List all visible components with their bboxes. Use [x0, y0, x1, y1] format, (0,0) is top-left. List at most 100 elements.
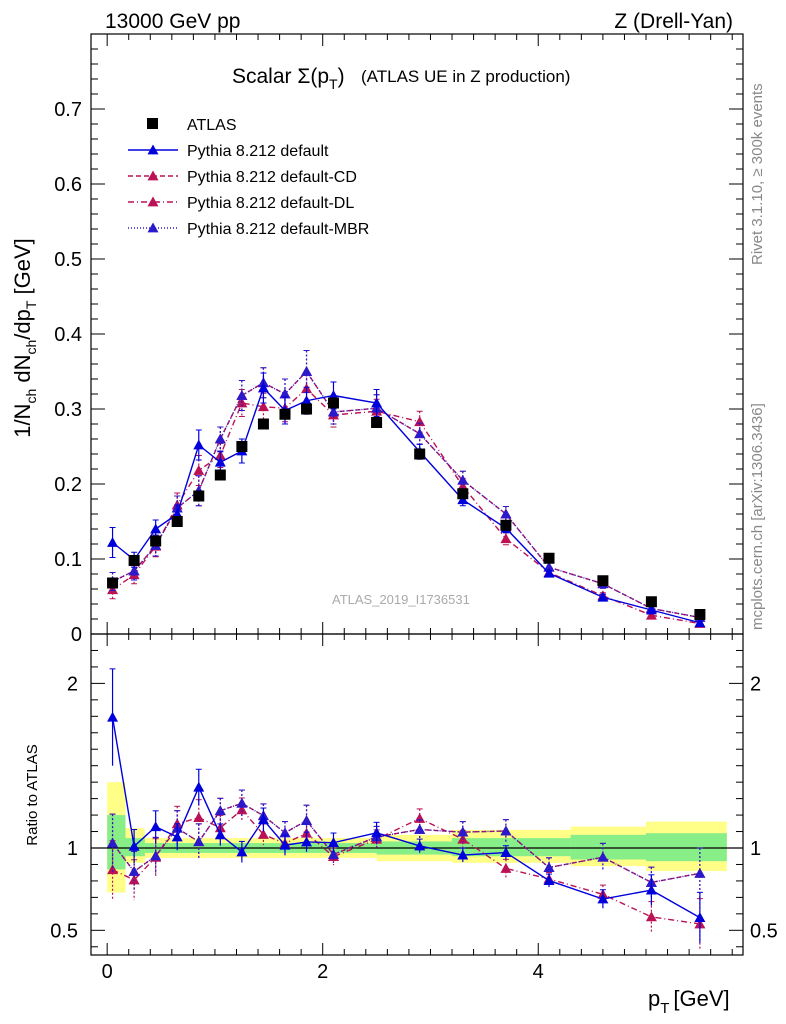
ratio-marker — [128, 840, 140, 851]
series-marker — [500, 533, 512, 544]
ratio-marker — [193, 836, 205, 847]
series-marker — [457, 480, 469, 491]
ratio-marker — [645, 884, 657, 895]
ratio-marker — [327, 848, 339, 859]
atlas-point — [257, 418, 269, 430]
series-marker — [193, 465, 205, 475]
mcplots-label: mcplots.cern.ch [arXiv:1306.3436] — [749, 403, 766, 630]
ratio-marker — [107, 864, 119, 875]
legend-label: Pythia 8.212 default-CD — [187, 169, 357, 186]
atlas-point — [694, 609, 706, 620]
legend-label: Pythia 8.212 default-DL — [187, 195, 354, 212]
x-tick-label: 4 — [533, 961, 544, 983]
ratio-marker — [414, 823, 426, 834]
series-marker — [645, 604, 657, 615]
rivet-label: Rivet 3.1.10, ≥ 300k events — [749, 83, 766, 265]
series-group — [107, 350, 706, 950]
ratio-marker — [371, 827, 383, 838]
ratio-marker — [414, 813, 426, 823]
plot-title-sub: T — [329, 76, 338, 92]
atlas-point — [597, 575, 609, 587]
plot-title: Scalar Σ(pT) — [232, 65, 345, 92]
ratio-marker — [236, 846, 248, 857]
ratio-marker — [597, 851, 609, 862]
legend: ATLAS Pythia 8.212 default Pythia 8.212 de… — [128, 117, 369, 238]
series-marker — [214, 433, 226, 444]
ratio-marker — [150, 821, 162, 832]
ratio-marker — [214, 829, 226, 840]
atlas-point — [150, 535, 162, 547]
header-left: 13000 GeV pp — [105, 10, 240, 33]
analysis-watermark: ATLAS_2019_I1736531 — [332, 592, 470, 607]
ratio-marker — [128, 866, 140, 876]
ratio-marker — [193, 812, 205, 822]
ratio-axis-label: Ratio to ATLAS — [24, 744, 41, 845]
ratio-marker — [257, 828, 269, 839]
ratio-marker — [327, 837, 339, 848]
y-axis-label: 1/Nch dNch/dpT [GeV] — [10, 238, 39, 438]
atlas-point — [500, 519, 512, 531]
ratio-marker — [500, 847, 512, 857]
plot-title-extra: (ATLAS UE in Z production) — [361, 67, 570, 86]
y-tick-label: 0.1 — [54, 549, 82, 571]
x-tick-label: 2 — [317, 961, 328, 983]
y-tick-label: 0.5 — [54, 249, 82, 271]
ratio-marker — [214, 805, 226, 816]
x-axis-label: pT [GeV] — [648, 986, 730, 1017]
atlas-point — [543, 552, 555, 564]
axis-ticks: 0 2 4 0 0.1 0.2 0.3 0.4 0.5 0.6 0.7 0.5 0.5 1 1 2 2 — [50, 33, 778, 983]
ratio-tick-label: 0.5 — [50, 920, 78, 942]
ratio-marker — [107, 837, 119, 848]
series-marker — [171, 508, 183, 519]
atlas-point — [457, 488, 469, 500]
ratio-marker — [500, 862, 512, 873]
y-tick-label: 0 — [71, 624, 82, 646]
y-tick-label: 0.2 — [54, 474, 82, 496]
series-marker — [107, 537, 119, 547]
series-marker — [327, 390, 339, 400]
legend-marker — [147, 144, 159, 155]
ratio-marker — [457, 849, 469, 860]
ratio-marker — [500, 825, 512, 836]
y-tick-label: 0.3 — [54, 399, 82, 421]
series-marker — [150, 523, 162, 534]
band-green-4 — [452, 838, 571, 857]
ratio-tick-label: 1 — [67, 838, 78, 860]
y-tick-label: 0.6 — [54, 174, 82, 196]
atlas-point — [301, 403, 313, 415]
series-marker — [327, 406, 339, 417]
atlas-point — [371, 417, 383, 428]
series-marker — [694, 617, 706, 628]
series-marker — [371, 397, 383, 408]
band-green-5 — [570, 834, 647, 860]
atlas-point — [193, 490, 205, 502]
ratio-marker — [236, 797, 248, 808]
legend-label: Pythia 8.212 default — [187, 143, 329, 160]
atlas-point — [414, 448, 426, 460]
series-marker — [645, 609, 657, 620]
ratio-marker — [257, 814, 269, 825]
series-marker — [301, 395, 313, 406]
series-marker — [457, 474, 469, 485]
ratio-marker — [645, 911, 657, 922]
atlas-data-group — [107, 397, 706, 620]
series-marker — [193, 439, 205, 450]
ratio-marker — [543, 862, 555, 872]
ratio-error-bands — [107, 782, 727, 893]
ratio-tick-label-right: 1 — [750, 838, 761, 860]
series-0 — [107, 372, 706, 943]
atlas-point — [327, 397, 339, 409]
ratio-marker — [543, 875, 555, 885]
legend-label: Pythia 8.212 default-MBR — [187, 221, 369, 238]
ratio-marker — [171, 831, 183, 842]
ratio-marker — [457, 826, 469, 837]
legend-marker — [147, 222, 159, 233]
series-marker — [543, 561, 555, 572]
ratio-marker — [150, 850, 162, 861]
ratio-marker — [414, 840, 426, 851]
series-marker — [236, 390, 248, 400]
ratio-marker — [107, 711, 119, 722]
atlas-point — [107, 577, 119, 589]
ratio-tick-label-right: 2 — [750, 673, 761, 695]
header-right: Z (Drell-Yan) — [614, 10, 733, 33]
